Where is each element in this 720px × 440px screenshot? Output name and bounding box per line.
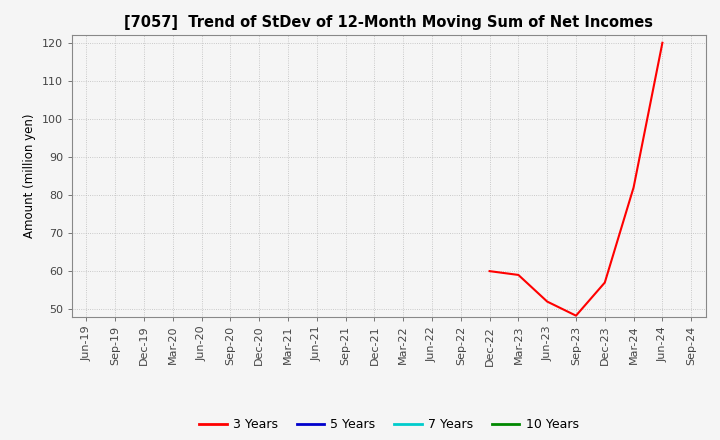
Legend: 3 Years, 5 Years, 7 Years, 10 Years: 3 Years, 5 Years, 7 Years, 10 Years: [194, 413, 583, 436]
Title: [7057]  Trend of StDev of 12-Month Moving Sum of Net Incomes: [7057] Trend of StDev of 12-Month Moving…: [125, 15, 653, 30]
Y-axis label: Amount (million yen): Amount (million yen): [23, 114, 36, 238]
